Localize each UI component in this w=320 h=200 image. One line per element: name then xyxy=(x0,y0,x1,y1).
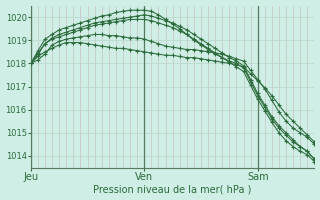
X-axis label: Pression niveau de la mer( hPa ): Pression niveau de la mer( hPa ) xyxy=(93,184,252,194)
